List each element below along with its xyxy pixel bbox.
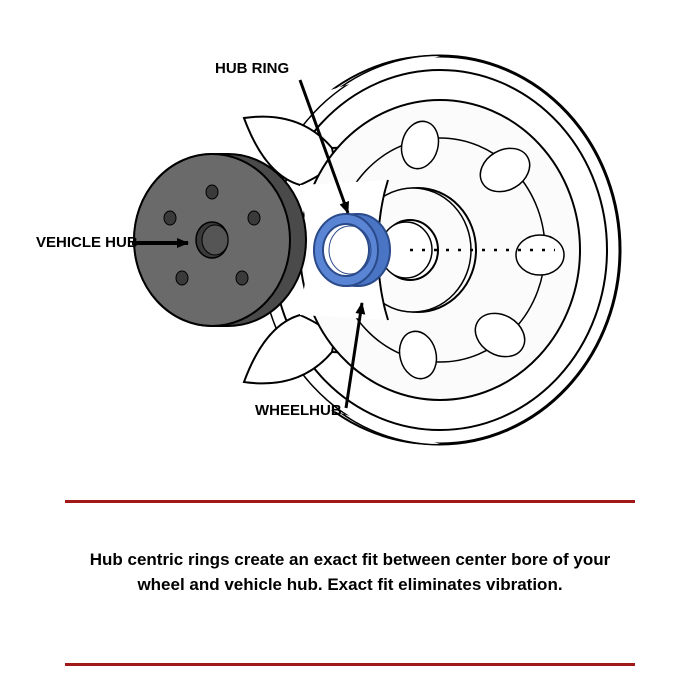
hub-ring bbox=[314, 214, 390, 286]
vehicle-hub bbox=[134, 154, 306, 326]
diagram-container: HUB RING VEHICLE HUB WHEELHUB Hub centri… bbox=[0, 0, 700, 700]
label-vehicle-hub: VEHICLE HUB bbox=[36, 234, 138, 251]
caption-text: Hub centric rings create an exact fit be… bbox=[80, 548, 620, 597]
divider-bottom bbox=[65, 663, 635, 666]
label-wheel-hub: WHEELHUB bbox=[255, 402, 342, 419]
divider-top bbox=[65, 500, 635, 503]
label-hub-ring: HUB RING bbox=[215, 60, 289, 77]
